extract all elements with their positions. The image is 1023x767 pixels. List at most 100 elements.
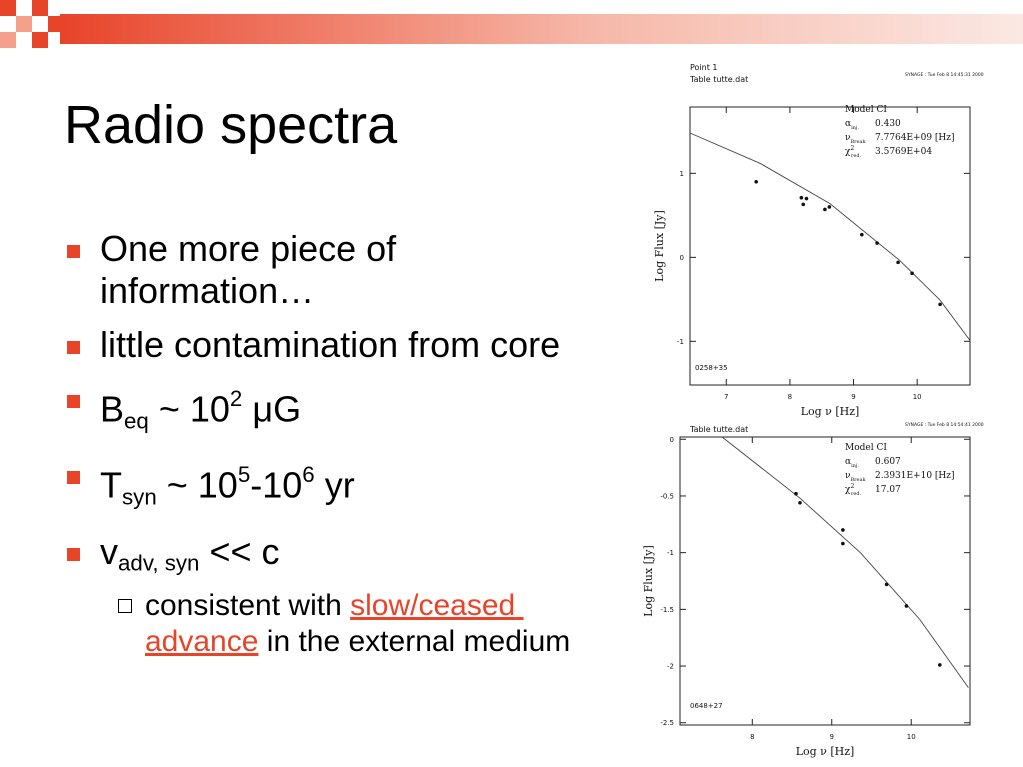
data-point xyxy=(938,302,942,307)
bullet-text: in the external medium xyxy=(258,625,571,659)
x-tick-label: 10 xyxy=(907,733,916,741)
param-symbol: ν xyxy=(845,133,850,143)
y-tick-label: -1.5 xyxy=(660,606,674,614)
bullet-text: One more piece of information… xyxy=(100,228,407,311)
data-point xyxy=(801,202,806,207)
param-sub: Break xyxy=(850,477,866,483)
param-symbol: α xyxy=(845,457,851,467)
bullet-text: v xyxy=(100,530,118,572)
bullet-text: B xyxy=(100,388,125,430)
decor-square xyxy=(32,0,48,16)
bullet-text: consistent with xyxy=(145,589,351,623)
x-tick-label: 10 xyxy=(913,393,922,401)
param-value: 17.07 xyxy=(875,485,901,495)
bullet-text: ~ 10 xyxy=(156,464,238,506)
bullet-text: -10 xyxy=(250,464,303,506)
model-curve xyxy=(721,436,969,688)
model-curve xyxy=(689,132,971,341)
data-point xyxy=(799,195,804,200)
bullet-text: T xyxy=(100,464,122,506)
param-label: χ2 red. xyxy=(845,483,862,497)
decor-square xyxy=(32,32,48,48)
bullet: little contamination from core xyxy=(64,324,580,366)
data-point xyxy=(910,271,914,276)
bullet-text: eq xyxy=(124,408,149,434)
decor-square xyxy=(16,16,32,32)
param-label: αinj. xyxy=(845,119,859,131)
x-tick-label: 9 xyxy=(830,733,834,741)
param-value: 0.607 xyxy=(875,457,901,467)
x-tick-label: 7 xyxy=(724,393,728,401)
param-value: 0.430 xyxy=(875,119,901,129)
param-label: νBreak xyxy=(845,133,866,145)
link[interactable]: slow/ceased advance xyxy=(145,589,524,659)
bullet-text: << c xyxy=(199,530,280,572)
data-point xyxy=(938,663,942,667)
x-axis-label: Log ν [Hz] xyxy=(796,745,855,758)
bullet: vadv, syn << c xyxy=(64,531,580,585)
data-point xyxy=(841,541,845,546)
param-symbol: α xyxy=(845,119,851,129)
param-label: χ2 red. xyxy=(845,145,862,159)
param-sub: red. xyxy=(851,153,862,159)
data-point xyxy=(860,232,864,237)
y-tick-label: -0.5 xyxy=(660,492,674,500)
param-sub: red. xyxy=(851,491,862,497)
header-bar xyxy=(60,14,1023,44)
param-symbol: ν xyxy=(845,471,850,481)
data-point xyxy=(904,604,909,608)
data-point xyxy=(754,179,758,184)
data-point xyxy=(804,196,809,201)
bullet-text: μG xyxy=(242,388,302,430)
x-tick-label: 8 xyxy=(788,393,792,401)
y-tick-label: 0 xyxy=(680,254,684,262)
y-tick-label: 1 xyxy=(680,170,684,178)
plot-header: Point 1 xyxy=(690,63,718,72)
param-label: νBreak xyxy=(845,471,866,483)
param-sup: 2 xyxy=(850,483,854,490)
decor-square xyxy=(48,16,64,32)
bullet-text: little contamination from core xyxy=(100,324,561,365)
bullet-text: 2 xyxy=(229,386,243,411)
param-sub: Break xyxy=(850,139,866,145)
plot-frame xyxy=(679,436,971,726)
bullet: One more piece of information… xyxy=(64,228,580,312)
param-value: 2.3931E+10 [Hz] xyxy=(875,471,955,481)
plot-frame xyxy=(689,106,971,386)
data-point xyxy=(798,500,802,505)
source-name: 0648+27 xyxy=(690,702,723,710)
decor-square xyxy=(0,32,16,48)
data-point xyxy=(875,241,879,245)
bullet-list: One more piece of information… little con… xyxy=(64,228,594,660)
param-value: 3.5769E+04 xyxy=(875,147,932,157)
bullet-text: ~ 10 xyxy=(148,388,230,430)
decor-square xyxy=(0,0,16,16)
plot-stamp: SYNAGE : Tue Feb 8 14:45:31 2000 xyxy=(905,72,984,78)
plot-header: Table tutte.dat xyxy=(689,425,748,434)
param-sub: inj. xyxy=(851,463,859,469)
y-axis-label: Log Flux [Jy] xyxy=(642,545,655,617)
bullet-text: 6 xyxy=(302,462,315,488)
y-tick-label: -1 xyxy=(677,338,684,346)
x-tick-label: 8 xyxy=(750,733,754,741)
bullet: consistent with slow/ceased advance in t… xyxy=(118,588,575,660)
plot-header: Table tutte.dat xyxy=(689,75,748,84)
param-symbol: χ xyxy=(845,485,851,495)
source-name: 0258+35 xyxy=(695,364,728,372)
bullet-box xyxy=(118,599,132,614)
param-sup: 2 xyxy=(850,145,854,152)
plot-stamp: SYNAGE : Tue Feb 8 14:54:41 2000 xyxy=(905,422,984,428)
slide-title: Radio spectra xyxy=(64,95,398,155)
bullet: Beq ~ 102 μG xyxy=(64,378,580,442)
plot-background xyxy=(678,72,975,420)
y-tick-label: 0 xyxy=(670,436,674,444)
model-name: Model CI xyxy=(845,443,887,453)
x-tick-label: 9 xyxy=(851,393,855,401)
bullet: Tsyn ~ 105-106 yr xyxy=(64,454,580,518)
bullet-text: adv, syn xyxy=(118,550,200,576)
data-point xyxy=(794,491,798,496)
bullet-text: yr xyxy=(314,464,355,506)
model-name: Model CI xyxy=(845,105,887,115)
data-point xyxy=(823,207,827,212)
